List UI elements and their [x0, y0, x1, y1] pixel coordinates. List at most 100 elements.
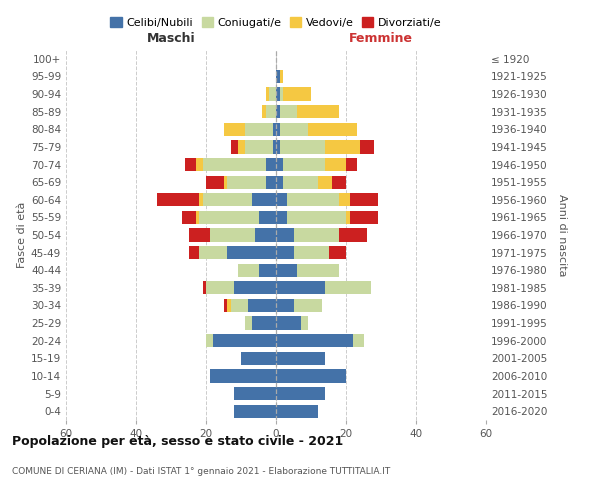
Bar — [276, 122, 280, 136]
Bar — [206, 281, 234, 294]
Bar — [280, 122, 308, 136]
Y-axis label: Anni di nascita: Anni di nascita — [557, 194, 567, 276]
Bar — [269, 88, 276, 101]
Bar — [283, 158, 325, 171]
Bar — [276, 281, 325, 294]
Bar — [234, 281, 276, 294]
Bar — [234, 404, 276, 418]
Bar — [259, 211, 276, 224]
Bar — [280, 105, 297, 118]
Bar — [227, 246, 276, 259]
Bar — [157, 193, 199, 206]
Text: Popolazione per età, sesso e stato civile - 2021: Popolazione per età, sesso e stato civil… — [12, 435, 343, 448]
Bar — [238, 264, 259, 277]
Bar — [276, 246, 293, 259]
Bar — [276, 211, 287, 224]
Bar — [248, 299, 276, 312]
Bar — [353, 334, 364, 347]
Bar — [188, 246, 199, 259]
Bar — [213, 334, 276, 347]
Bar — [276, 370, 346, 382]
Text: COMUNE DI CERIANA (IM) - Dati ISTAT 1° gennaio 2021 - Elaborazione TUTTITALIA.IT: COMUNE DI CERIANA (IM) - Dati ISTAT 1° g… — [12, 468, 390, 476]
Bar — [276, 176, 283, 188]
Bar — [209, 370, 276, 382]
Bar — [339, 228, 367, 241]
Bar — [293, 246, 329, 259]
Bar — [241, 352, 276, 365]
Bar — [318, 176, 332, 188]
Bar — [272, 140, 276, 153]
Bar — [234, 387, 276, 400]
Bar — [325, 281, 371, 294]
Bar — [185, 158, 196, 171]
Bar — [276, 387, 325, 400]
Bar — [272, 122, 276, 136]
Bar — [325, 158, 346, 171]
Bar — [203, 281, 206, 294]
Bar — [280, 88, 283, 101]
Bar — [280, 140, 325, 153]
Bar — [196, 211, 199, 224]
Bar — [276, 70, 280, 83]
Bar — [329, 246, 346, 259]
Bar — [223, 122, 245, 136]
Bar — [297, 105, 339, 118]
Bar — [308, 122, 356, 136]
Bar — [276, 352, 325, 365]
Bar — [276, 158, 283, 171]
Bar — [276, 228, 293, 241]
Bar — [203, 193, 251, 206]
Bar — [206, 176, 223, 188]
Bar — [287, 193, 339, 206]
Bar — [182, 211, 196, 224]
Bar — [293, 299, 322, 312]
Bar — [199, 193, 203, 206]
Bar — [276, 334, 353, 347]
Bar — [230, 140, 238, 153]
Bar — [287, 211, 346, 224]
Bar — [276, 105, 280, 118]
Bar — [227, 299, 230, 312]
Bar — [230, 299, 248, 312]
Bar — [227, 176, 265, 188]
Bar — [262, 105, 265, 118]
Bar — [259, 264, 276, 277]
Text: Femmine: Femmine — [349, 32, 413, 44]
Bar — [265, 88, 269, 101]
Bar — [251, 316, 276, 330]
Bar — [339, 193, 349, 206]
Bar — [203, 158, 265, 171]
Text: Maschi: Maschi — [146, 32, 196, 44]
Bar — [209, 228, 255, 241]
Bar — [276, 88, 280, 101]
Bar — [283, 88, 311, 101]
Bar — [245, 140, 272, 153]
Bar — [283, 176, 318, 188]
Bar — [276, 316, 301, 330]
Bar — [223, 176, 227, 188]
Bar — [265, 176, 276, 188]
Bar — [276, 264, 297, 277]
Bar — [325, 140, 360, 153]
Bar — [245, 316, 251, 330]
Bar — [276, 193, 287, 206]
Bar — [196, 158, 203, 171]
Bar — [223, 299, 227, 312]
Bar — [265, 158, 276, 171]
Bar — [346, 158, 356, 171]
Bar — [349, 193, 377, 206]
Bar — [301, 316, 308, 330]
Bar — [332, 176, 346, 188]
Bar — [349, 211, 377, 224]
Bar — [245, 122, 272, 136]
Bar — [251, 193, 276, 206]
Bar — [199, 211, 259, 224]
Bar — [265, 105, 276, 118]
Bar — [280, 70, 283, 83]
Y-axis label: Fasce di età: Fasce di età — [17, 202, 27, 268]
Bar — [276, 404, 318, 418]
Legend: Celibi/Nubili, Coniugati/e, Vedovi/e, Divorziati/e: Celibi/Nubili, Coniugati/e, Vedovi/e, Di… — [106, 13, 446, 32]
Bar — [360, 140, 374, 153]
Bar — [276, 299, 293, 312]
Bar — [297, 264, 339, 277]
